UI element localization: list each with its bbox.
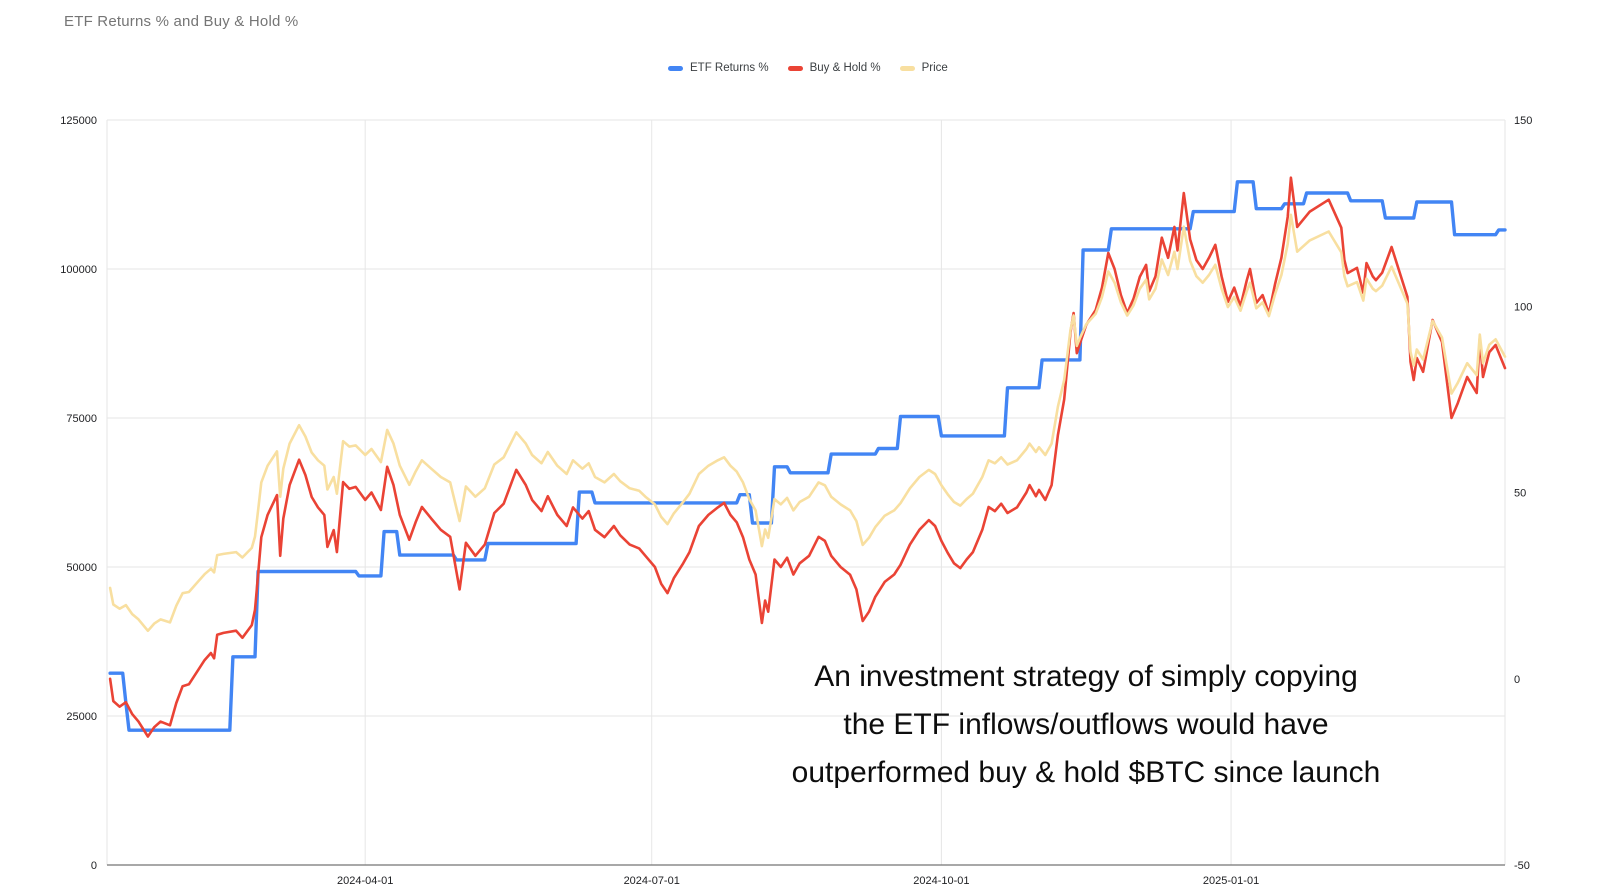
- annotation-text: An investment strategy of simply copying…: [686, 653, 1486, 797]
- svg-text:0: 0: [91, 860, 97, 872]
- legend-item-price: Price: [899, 62, 948, 74]
- svg-text:125000: 125000: [60, 115, 97, 127]
- svg-text:2025-01-01: 2025-01-01: [1203, 875, 1259, 887]
- page-title: ETF Returns % and Buy & Hold %: [64, 13, 299, 30]
- svg-text:100: 100: [1514, 301, 1532, 313]
- svg-text:-50: -50: [1514, 860, 1530, 872]
- legend-label: Buy & Hold %: [809, 62, 881, 74]
- svg-text:150: 150: [1514, 115, 1532, 127]
- legend-item-etf-returns: ETF Returns %: [668, 62, 769, 74]
- svg-text:100000: 100000: [60, 264, 97, 276]
- chart-legend: ETF Returns % Buy & Hold % Price: [668, 62, 948, 74]
- svg-text:2024-04-01: 2024-04-01: [337, 875, 393, 887]
- svg-text:2024-07-01: 2024-07-01: [624, 875, 680, 887]
- buy-hold-line-marker-icon: [787, 65, 803, 71]
- etf-returns-line-marker-icon: [668, 65, 683, 71]
- svg-text:50: 50: [1514, 488, 1526, 500]
- legend-label: ETF Returns %: [690, 62, 769, 74]
- annotation-line: the ETF inflows/outflows would have: [843, 708, 1329, 741]
- svg-text:0: 0: [1514, 674, 1520, 686]
- annotation-line: An investment strategy of simply copying: [814, 660, 1358, 693]
- price-line-marker-icon: [899, 65, 915, 71]
- svg-text:50000: 50000: [66, 562, 97, 574]
- svg-text:2024-10-01: 2024-10-01: [913, 875, 969, 887]
- legend-item-buy-hold: Buy & Hold %: [787, 62, 881, 74]
- annotation-line: outperformed buy & hold $BTC since launc…: [791, 756, 1381, 789]
- svg-text:25000: 25000: [66, 711, 97, 723]
- legend-label: Price: [921, 62, 948, 74]
- svg-text:75000: 75000: [66, 413, 97, 425]
